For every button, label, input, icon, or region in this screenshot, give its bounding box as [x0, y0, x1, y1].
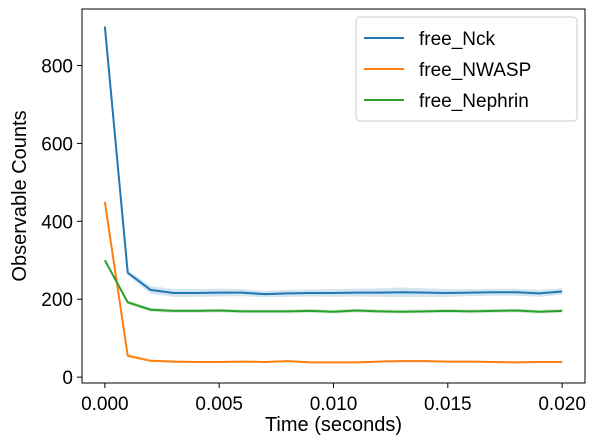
x-tick-label: 0.005	[195, 394, 243, 415]
y-tick-label: 400	[41, 212, 73, 233]
y-tick-label: 600	[41, 134, 73, 155]
x-tick-label: 0.010	[310, 394, 358, 415]
x-tick-label: 0.000	[81, 394, 129, 415]
series-lines	[103, 26, 563, 364]
y-axis-label: Observable Counts	[9, 110, 31, 281]
x-tick-label: 0.020	[538, 394, 586, 415]
series-line-free_NWASP	[103, 201, 563, 364]
y-axis-ticks: 0 200 400 600 800	[41, 56, 82, 389]
series-line-free_Nck	[103, 26, 563, 296]
x-tick-label: 0.015	[424, 394, 472, 415]
y-tick-label: 0	[62, 368, 73, 389]
legend-box	[355, 16, 578, 122]
band-free_Nephrin	[104, 259, 563, 314]
legend: free_Nck free_NWASP free_Nephrin	[355, 16, 578, 122]
series-line-free_Nephrin	[103, 259, 563, 313]
confidence-bands	[104, 22, 563, 364]
x-axis-label: Time (seconds)	[265, 414, 402, 436]
legend-label-free_NWASP: free_NWASP	[419, 60, 531, 81]
x-axis-ticks: 0.000 0.005 0.010 0.015 0.020	[81, 383, 586, 415]
legend-label-free_Nck: free_Nck	[419, 29, 496, 50]
y-tick-label: 800	[41, 56, 73, 77]
legend-label-free_Nephrin: free_Nephrin	[419, 91, 529, 112]
y-tick-label: 200	[41, 290, 73, 311]
